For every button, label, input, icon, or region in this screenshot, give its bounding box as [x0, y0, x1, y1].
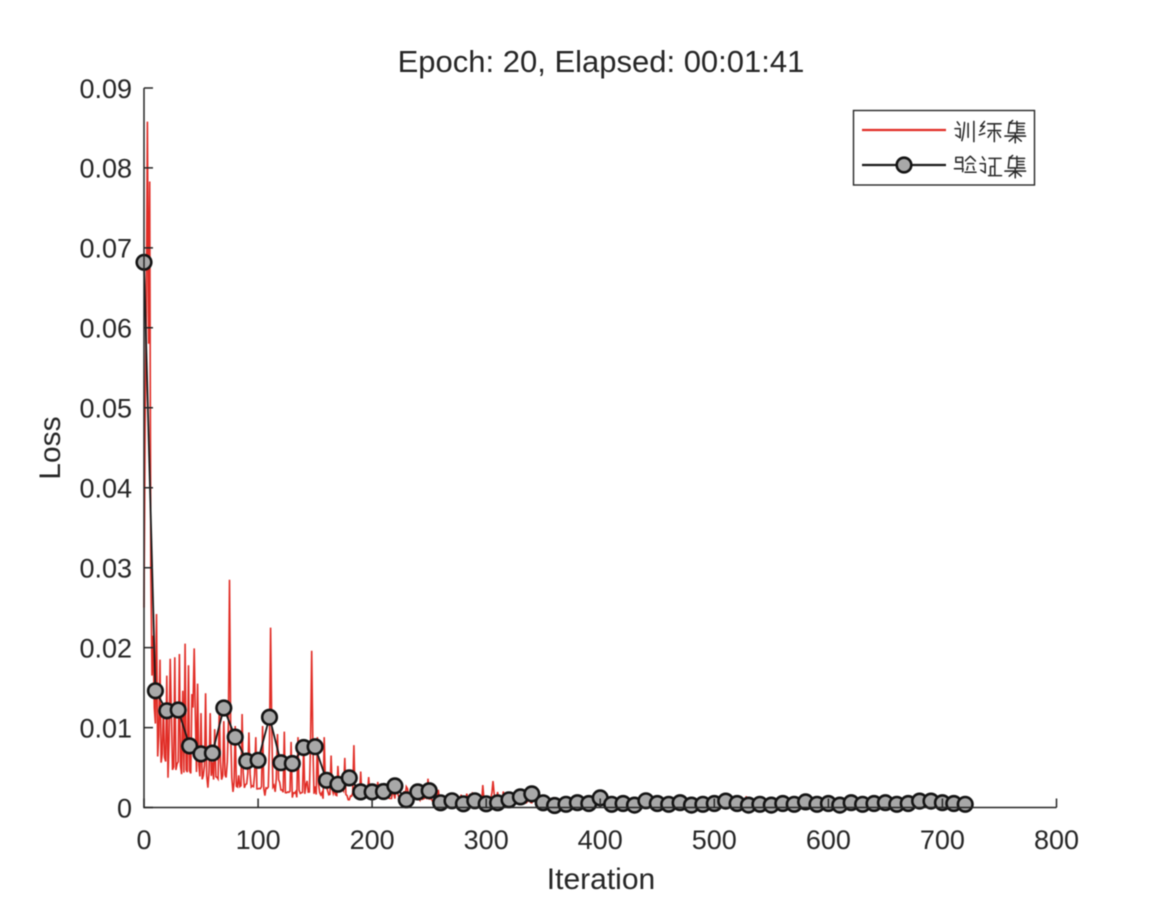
svg-text:0.04: 0.04 — [79, 474, 132, 504]
svg-text:0: 0 — [136, 825, 151, 855]
svg-text:0.03: 0.03 — [79, 554, 132, 584]
svg-text:0.06: 0.06 — [79, 314, 132, 344]
svg-text:0.09: 0.09 — [79, 74, 132, 104]
svg-text:600: 600 — [806, 825, 851, 855]
svg-text:300: 300 — [464, 825, 509, 855]
svg-text:0.08: 0.08 — [79, 154, 132, 184]
svg-text:Epoch: 20, Elapsed: 00:01:41: Epoch: 20, Elapsed: 00:01:41 — [398, 44, 805, 79]
svg-text:0.01: 0.01 — [79, 713, 132, 743]
svg-text:0: 0 — [117, 793, 132, 823]
svg-text:0.05: 0.05 — [79, 394, 132, 424]
svg-text:500: 500 — [692, 825, 737, 855]
svg-text:200: 200 — [350, 825, 395, 855]
svg-text:Loss: Loss — [34, 416, 67, 479]
svg-text:700: 700 — [920, 825, 965, 855]
svg-text:100: 100 — [236, 825, 281, 855]
svg-text:0.02: 0.02 — [79, 633, 132, 663]
svg-text:Iteration: Iteration — [547, 863, 655, 896]
svg-text:800: 800 — [1034, 825, 1079, 855]
svg-text:0.07: 0.07 — [79, 234, 132, 264]
svg-text:400: 400 — [578, 825, 623, 855]
